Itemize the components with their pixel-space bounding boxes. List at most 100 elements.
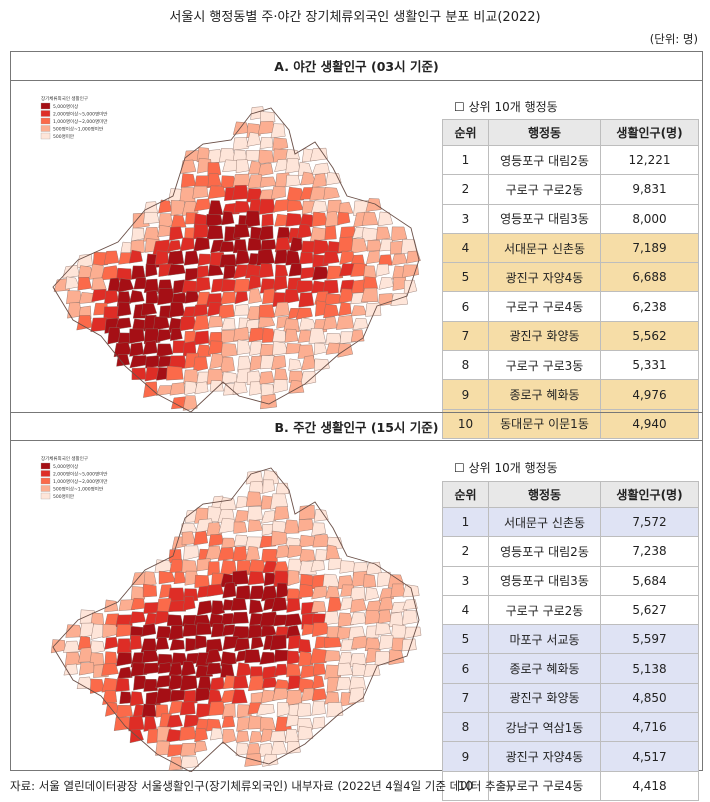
dong-area — [218, 497, 237, 511]
dong-cell: 영등포구 대림2동 — [488, 144, 601, 176]
dong-area — [207, 561, 220, 577]
dong-area — [322, 251, 340, 265]
dong-area — [210, 727, 224, 741]
dong-area — [129, 691, 144, 707]
panel-a-subtitle: ☐ 상위 10개 행정동 — [454, 100, 558, 114]
dong-area — [258, 225, 274, 241]
dong-area — [140, 303, 158, 316]
dong-area — [249, 340, 262, 356]
page-title: 서울시 행정동별 주·야간 장기체류외국인 생활인구 분포 비교(2022) — [169, 10, 541, 25]
dong-area — [284, 328, 299, 343]
dong-area — [256, 248, 275, 266]
dong-area — [402, 610, 418, 625]
dong-cell: 광진구 자양4동 — [488, 741, 601, 772]
dong-area — [245, 491, 263, 507]
dong-area — [89, 640, 105, 655]
dong-area — [236, 662, 253, 678]
legend-swatch — [40, 477, 51, 485]
dong-area — [101, 663, 119, 676]
dong-area — [284, 729, 300, 744]
dong-area — [274, 264, 289, 279]
legend-swatch — [40, 470, 51, 477]
legend-swatch — [40, 132, 51, 140]
dong-area — [244, 210, 261, 228]
population-cell: 4,418 — [600, 770, 699, 801]
dong-area — [286, 186, 304, 202]
dong-area — [388, 649, 405, 666]
dong-area — [65, 276, 80, 290]
dong-area — [313, 663, 326, 676]
dong-area — [208, 534, 225, 547]
population-cell: 7,189 — [600, 232, 699, 264]
dong-area — [247, 238, 262, 251]
dong-area — [205, 214, 223, 228]
dong-area — [153, 316, 170, 331]
dong-area — [91, 277, 107, 291]
dong-area — [260, 111, 276, 124]
dong-area — [258, 198, 276, 215]
dong-area — [391, 226, 408, 242]
dong-area — [283, 318, 300, 333]
legend-label: 500명이상~1,000명미만 — [53, 126, 103, 133]
dong-area — [183, 545, 200, 561]
dong-area — [207, 185, 227, 200]
dong-area — [183, 250, 200, 266]
legend-label: 1,000명이상~2,000명미만 — [53, 118, 107, 125]
legend-label: 500명이상~1,000명미만 — [53, 486, 103, 493]
dong-area — [154, 559, 173, 573]
dong-area — [286, 741, 301, 754]
dong-area — [195, 277, 211, 292]
rank-cell: 10 — [442, 408, 489, 439]
dong-area — [221, 278, 236, 292]
dong-area — [269, 730, 287, 742]
dong-area — [100, 265, 120, 281]
dong-area — [76, 315, 93, 331]
dong-area — [323, 187, 340, 200]
dong-area — [365, 198, 382, 212]
rank-cell: 7 — [442, 682, 489, 714]
dong-area — [182, 395, 198, 411]
dong-area — [235, 730, 250, 743]
legend-label: 500명미만 — [53, 493, 74, 500]
dong-area — [284, 613, 303, 627]
dong-area — [363, 265, 377, 280]
dong-area — [402, 599, 418, 610]
dong-area — [311, 700, 326, 716]
table-row: 9 종로구 혜화동 4,976 — [442, 379, 699, 410]
table-row: 1 영등포구 대림2동 12,221 — [442, 144, 699, 176]
dong-area — [296, 702, 312, 717]
dong-area — [313, 358, 330, 371]
day-table-body: 1 서대문구 신촌동 7,572 2 영등포구 대림2동 7,238 3 영등포구 대림3동 5… — [442, 506, 699, 801]
dong-area — [310, 560, 325, 572]
dong-area — [209, 380, 224, 392]
rank-cell: 10 — [442, 770, 489, 801]
rank-cell: 5 — [442, 262, 489, 293]
dong-area — [169, 226, 184, 241]
dong-area — [272, 275, 288, 291]
dong-area — [298, 292, 315, 308]
dong-area — [232, 546, 248, 562]
dong-area — [246, 506, 263, 522]
dong-area — [128, 328, 145, 344]
dong-area — [377, 211, 393, 227]
dong-area — [193, 223, 209, 240]
dong-area — [208, 701, 226, 716]
dong-area — [323, 304, 340, 319]
dong-cell: 서대문구 신촌동 — [488, 232, 601, 264]
dong-area — [288, 380, 305, 394]
panel-b-header: B. 주간 생활인구 (15시 기준) — [11, 412, 702, 441]
dong-area — [298, 583, 314, 599]
table-row: 4 서대문구 신촌동 7,189 — [442, 232, 699, 264]
panel-b-subtitle: ☐ 상위 10개 행정동 — [454, 461, 558, 475]
dong-area — [258, 316, 276, 329]
dong-area — [179, 186, 196, 203]
night-top10-table: 순위 행정동 생활인구(명) 1 영등포구 대림2동 12,221 2 구로구 구로2동… — [442, 119, 699, 439]
dong-area — [221, 537, 237, 550]
dong-area — [130, 662, 148, 677]
legend-label: 5,000명이상 — [53, 463, 78, 470]
population-cell: 5,138 — [600, 653, 699, 684]
dong-area — [249, 381, 262, 396]
unit-note: (단위: 명) — [649, 32, 698, 46]
dong-area — [259, 651, 277, 665]
dong-area — [311, 211, 328, 227]
